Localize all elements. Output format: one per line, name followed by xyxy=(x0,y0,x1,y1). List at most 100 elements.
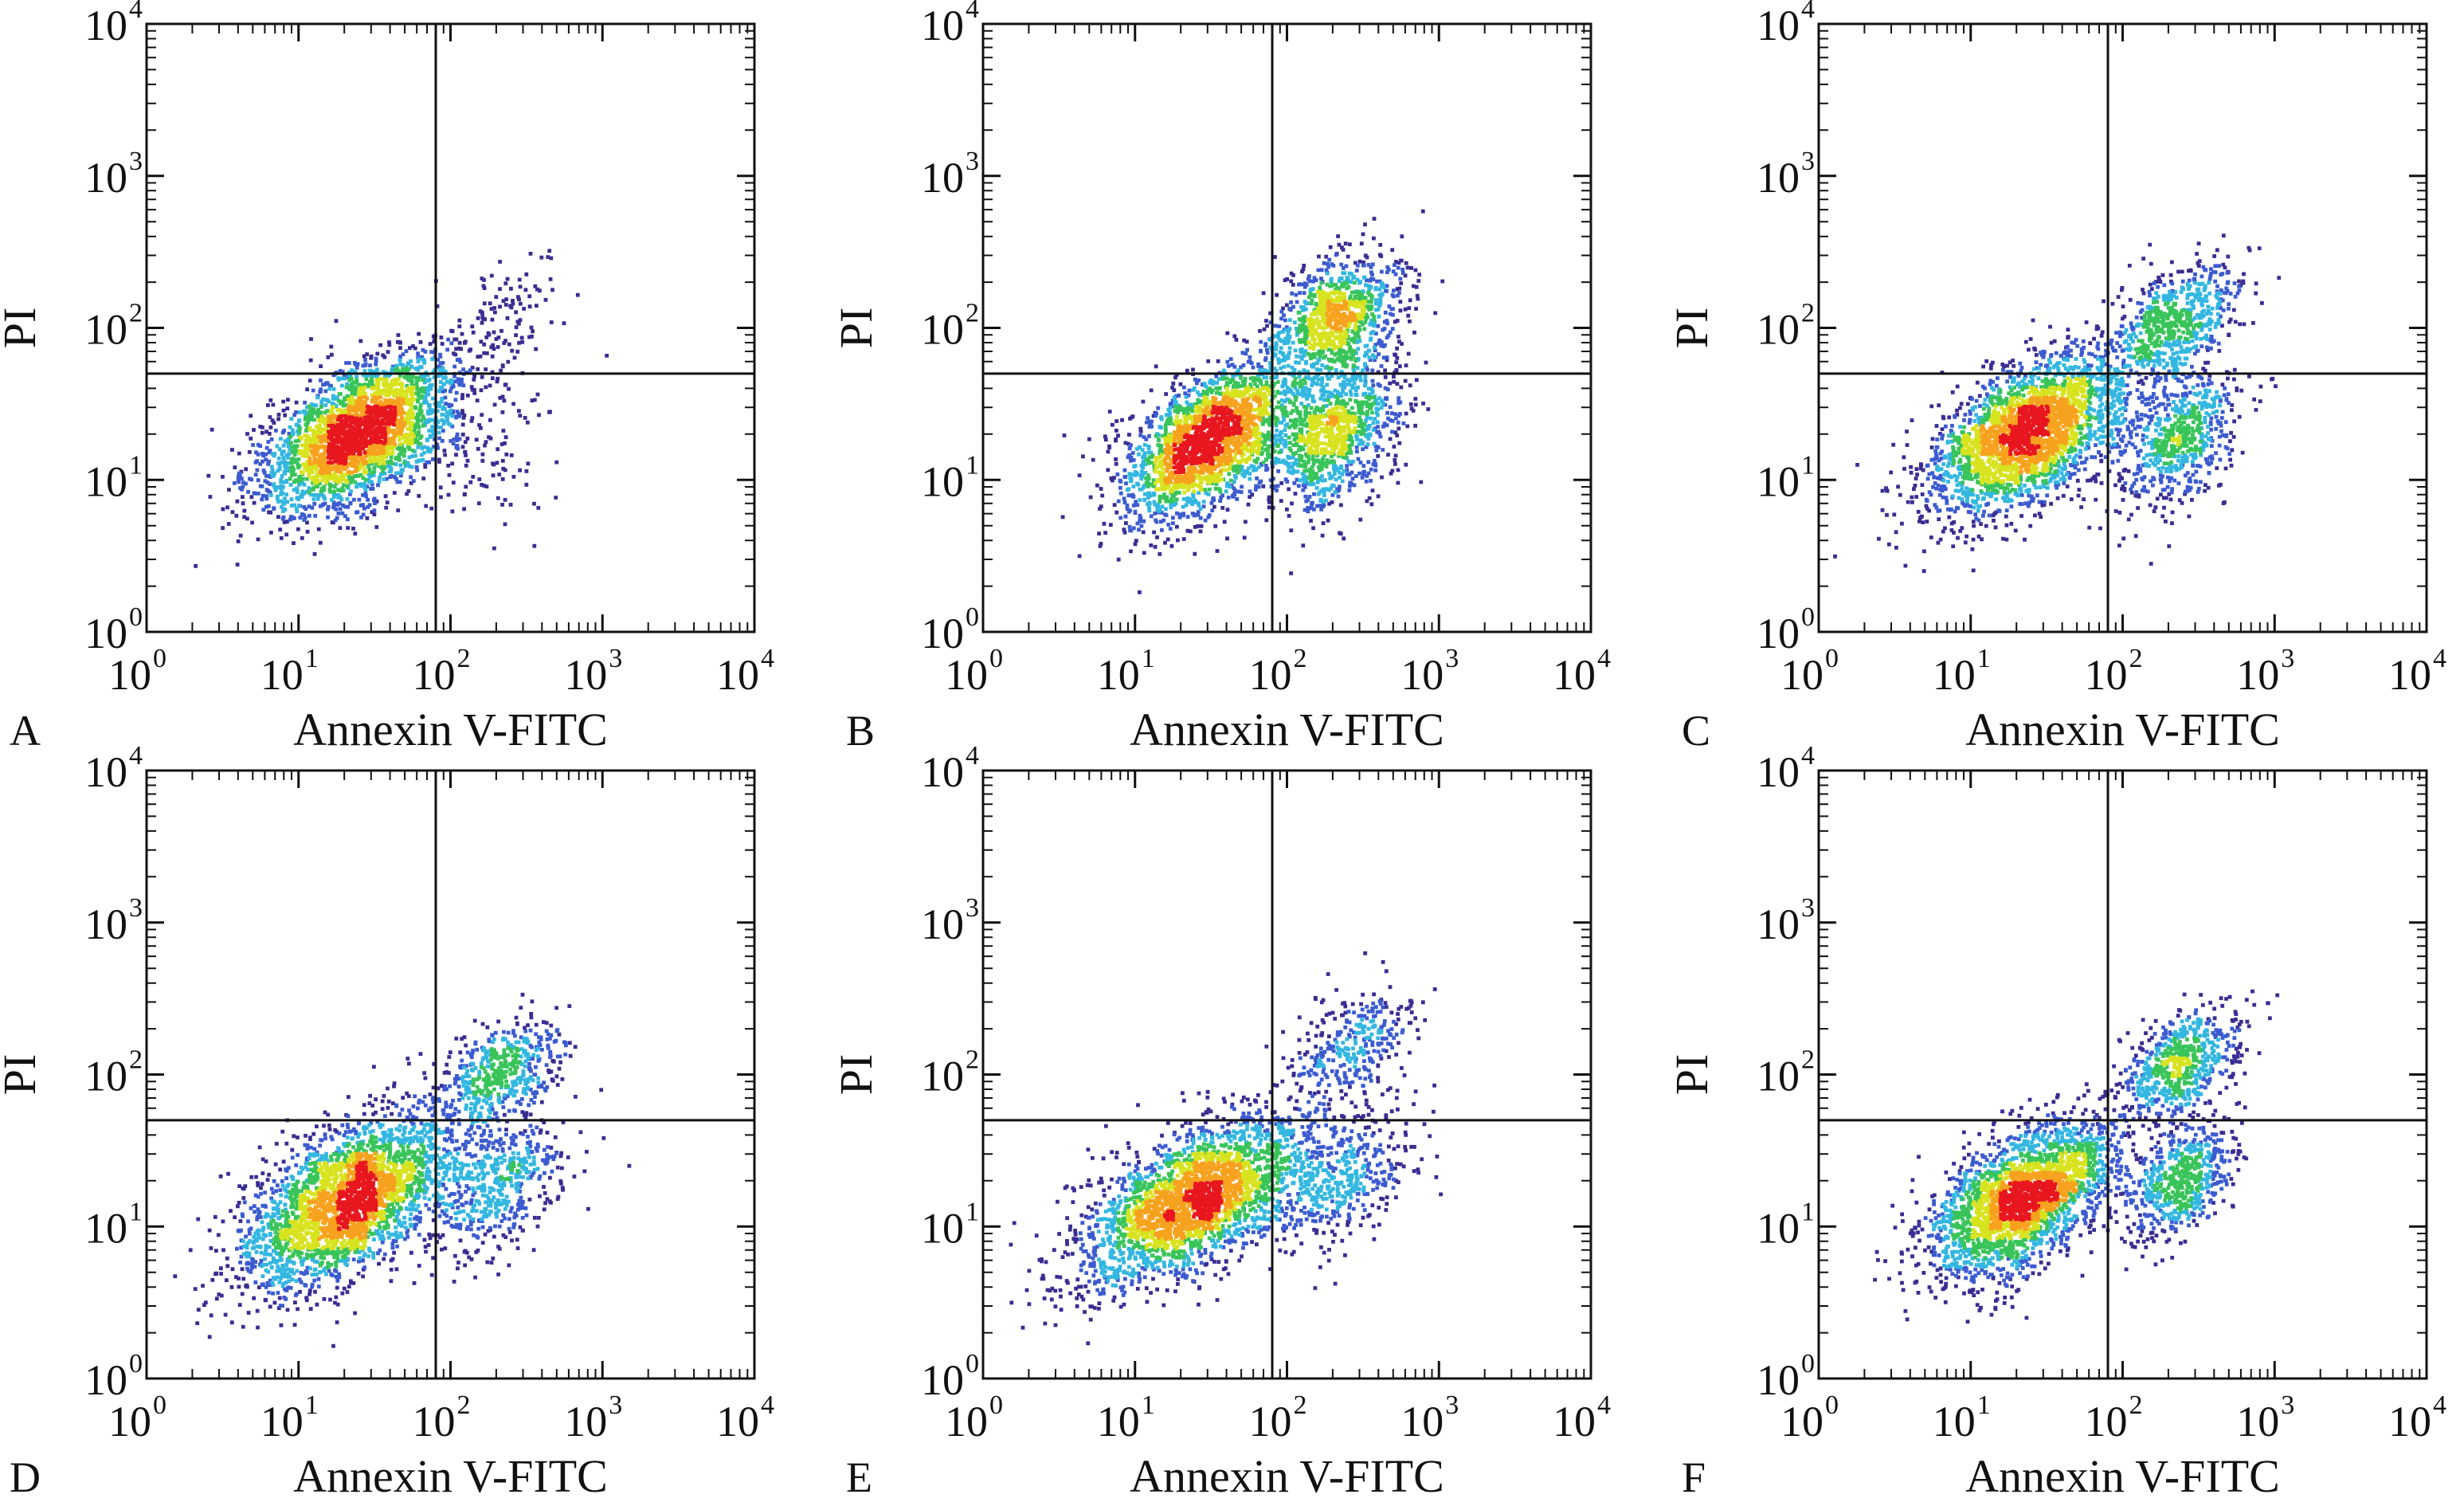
x-tick-label: 10 0 xyxy=(108,644,166,699)
x-tick-exponent: 4 xyxy=(1597,644,1611,673)
y-tick-base: 10 xyxy=(84,2,127,49)
y-tick-exponent: 3 xyxy=(966,147,979,176)
x-tick-label: 10 0 xyxy=(945,1390,1003,1445)
event-points-density-4 xyxy=(1960,375,2182,485)
y-tick-label: 10 4 xyxy=(1757,741,1815,796)
panel-letter: C xyxy=(1682,707,1710,755)
x-tick-exponent: 3 xyxy=(1445,644,1459,673)
x-tick-base: 10 xyxy=(1933,651,1976,699)
x-tick-label: 10 1 xyxy=(261,644,319,699)
x-tick-label: 10 1 xyxy=(1097,1390,1155,1445)
y-tick-exponent: 4 xyxy=(129,741,143,771)
y-tick-exponent: 0 xyxy=(966,1349,979,1379)
x-tick-label: 10 2 xyxy=(1249,644,1307,699)
y-tick-base: 10 xyxy=(1757,900,1800,948)
y-tick-label: 10 0 xyxy=(1757,602,1815,657)
major-tick xyxy=(147,24,754,632)
y-tick-label: 10 4 xyxy=(84,0,143,49)
x-tick-exponent: 4 xyxy=(1597,1390,1611,1420)
minor-ticks xyxy=(983,24,1591,632)
y-tick-label: 10 2 xyxy=(921,1045,979,1100)
y-tick-base: 10 xyxy=(84,610,127,657)
x-tick-base: 10 xyxy=(261,651,304,699)
y-tick-base: 10 xyxy=(1757,1356,1800,1404)
event-points-density-6 xyxy=(326,404,398,466)
y-tick-label: 10 0 xyxy=(921,1349,979,1404)
major-tick xyxy=(147,24,754,632)
y-tick-exponent: 1 xyxy=(966,450,979,480)
x-tick-exponent: 4 xyxy=(761,1390,774,1420)
panel-letter: B xyxy=(846,707,875,755)
y-tick-base: 10 xyxy=(1757,154,1800,202)
y-axis-title: PI xyxy=(1666,308,1718,349)
event-points-density-2 xyxy=(1125,271,1386,513)
y-axis-title: PI xyxy=(830,308,882,349)
x-tick-label: 10 2 xyxy=(2085,644,2143,699)
event-points-density-1 xyxy=(1079,999,1405,1297)
x-tick-base: 10 xyxy=(945,651,988,699)
major-tick xyxy=(145,771,754,1380)
y-tick-label: 10 1 xyxy=(921,450,979,505)
event-points-density-6 xyxy=(1998,404,2051,457)
x-tick-label: 10 2 xyxy=(413,1390,471,1445)
event-points-density-3 xyxy=(1951,1036,2203,1261)
x-tick-exponent: 0 xyxy=(989,644,1003,673)
y-tick-exponent: 2 xyxy=(129,299,143,328)
y-tick-base: 10 xyxy=(1757,610,1800,657)
x-tick-label: 10 0 xyxy=(1780,1390,1839,1445)
y-tick-label: 10 1 xyxy=(921,1197,979,1252)
major-tick xyxy=(983,24,1591,632)
x-tick-exponent: 2 xyxy=(2129,1390,2143,1420)
major-tick xyxy=(1819,24,2427,632)
x-tick-base: 10 xyxy=(108,651,151,699)
major-tick xyxy=(1819,22,2428,632)
y-tick-exponent: 3 xyxy=(1801,893,1815,923)
x-tick-base: 10 xyxy=(413,1398,456,1445)
major-tick xyxy=(983,22,1592,632)
y-tick-exponent: 0 xyxy=(1801,1349,1815,1379)
y-tick-base: 10 xyxy=(921,1356,964,1404)
major-tick xyxy=(147,771,754,1379)
x-tick-base: 10 xyxy=(2236,651,2279,699)
x-tick-base: 10 xyxy=(108,1398,151,1445)
y-tick-base: 10 xyxy=(1757,1053,1800,1100)
y-tick-base: 10 xyxy=(84,1356,127,1404)
y-tick-base: 10 xyxy=(1757,2,1800,49)
y-tick-label: 10 1 xyxy=(84,450,143,505)
y-tick-label: 10 1 xyxy=(1757,450,1815,505)
x-tick-base: 10 xyxy=(1933,1398,1976,1445)
y-tick-exponent: 4 xyxy=(966,0,979,24)
y-tick-exponent: 3 xyxy=(966,893,979,923)
x-tick-exponent: 1 xyxy=(1977,644,1991,673)
y-tick-label: 10 3 xyxy=(84,893,143,948)
major-tick xyxy=(147,22,756,632)
y-tick-label: 10 3 xyxy=(921,893,979,948)
x-tick-base: 10 xyxy=(261,1398,304,1445)
y-tick-base: 10 xyxy=(84,154,127,202)
major-tick xyxy=(1819,24,2427,632)
x-tick-exponent: 2 xyxy=(457,644,471,673)
y-tick-exponent: 1 xyxy=(1801,1197,1815,1226)
x-tick-label: 10 2 xyxy=(1249,1390,1307,1445)
event-points-density-3 xyxy=(268,1046,522,1269)
x-tick-exponent: 0 xyxy=(153,644,166,673)
x-tick-exponent: 1 xyxy=(1142,1390,1155,1420)
y-tick-label: 10 3 xyxy=(1757,893,1815,948)
x-tick-label: 10 3 xyxy=(1400,1390,1459,1445)
x-tick-exponent: 1 xyxy=(1977,1390,1991,1420)
event-points-density-1 xyxy=(1924,264,2242,523)
x-tick-label: 10 1 xyxy=(1933,644,1991,699)
event-points-density-0 xyxy=(1009,951,1443,1346)
event-points-density-3 xyxy=(1950,300,2203,495)
x-tick-exponent: 0 xyxy=(1825,1390,1839,1420)
y-axis-title: PI xyxy=(1666,1054,1718,1096)
x-tick-base: 10 xyxy=(1400,651,1444,699)
major-tick xyxy=(983,771,1591,1379)
event-points-density-0 xyxy=(1873,989,2280,1324)
y-tick-base: 10 xyxy=(84,748,127,796)
y-tick-exponent: 3 xyxy=(1801,147,1815,176)
x-tick-base: 10 xyxy=(2388,1398,2431,1445)
